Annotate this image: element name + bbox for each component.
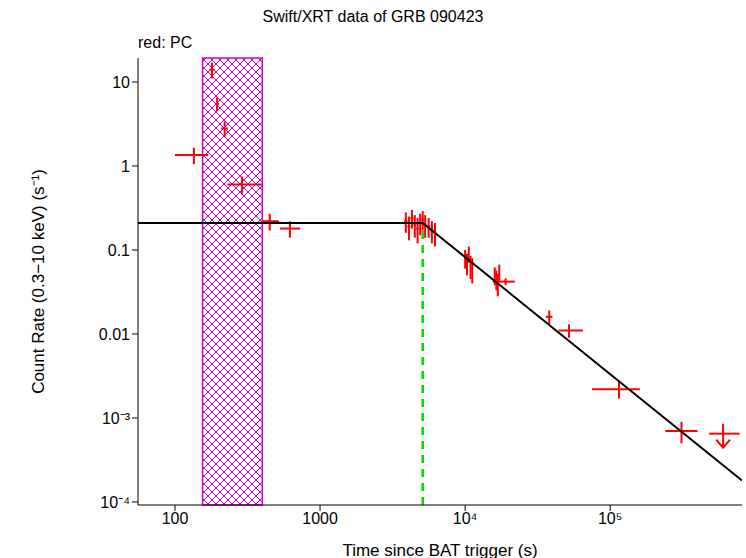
svg-text:10⁵: 10⁵ — [598, 510, 622, 527]
svg-text:10⁴: 10⁴ — [453, 510, 478, 527]
svg-text:Count Rate (0.3−10 keV) (s⁻¹): Count Rate (0.3−10 keV) (s⁻¹) — [29, 169, 48, 394]
html-text:Swift/XRT data of GRB 090423: Swift/XRT data of GRB 090423 — [262, 8, 484, 25]
svg-text:0.01: 0.01 — [99, 326, 130, 343]
svg-text:10⁻⁴: 10⁻⁴ — [100, 494, 130, 511]
svg-text:10: 10 — [112, 74, 130, 91]
svg-text:0.1: 0.1 — [108, 242, 130, 259]
html-text:red: PC: red: PC — [138, 34, 193, 51]
svg-text:10⁻³: 10⁻³ — [102, 410, 131, 427]
svg-text:100: 100 — [162, 510, 189, 527]
svg-text:1000: 1000 — [302, 510, 338, 527]
svg-text:Time since BAT trigger (s): Time since BAT trigger (s) — [342, 541, 537, 558]
svg-text:1: 1 — [121, 158, 130, 175]
